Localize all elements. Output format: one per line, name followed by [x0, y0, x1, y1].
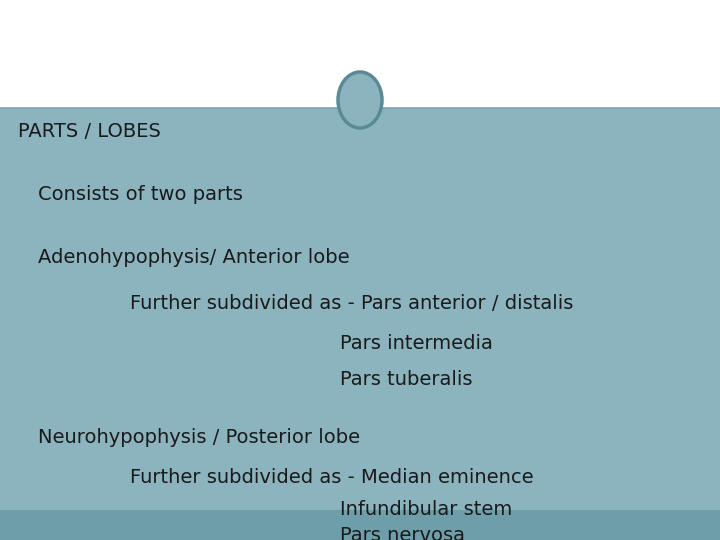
- Bar: [0, 510, 720, 540]
- Bar: [0, 108, 720, 510]
- Text: Infundibular stem: Infundibular stem: [340, 500, 512, 519]
- Text: Pars intermedia: Pars intermedia: [340, 334, 493, 353]
- Text: Adenohypophysis/ Anterior lobe: Adenohypophysis/ Anterior lobe: [38, 248, 350, 267]
- Text: Pars tuberalis: Pars tuberalis: [340, 370, 472, 389]
- Text: Further subdivided as - Pars anterior / distalis: Further subdivided as - Pars anterior / …: [130, 294, 573, 313]
- Text: Pars nervosa: Pars nervosa: [340, 526, 465, 540]
- Text: PARTS / LOBES: PARTS / LOBES: [18, 122, 161, 141]
- Ellipse shape: [338, 72, 382, 128]
- Text: Consists of two parts: Consists of two parts: [38, 185, 243, 204]
- Text: Neurohypophysis / Posterior lobe: Neurohypophysis / Posterior lobe: [38, 428, 360, 447]
- Text: Further subdivided as - Median eminence: Further subdivided as - Median eminence: [130, 468, 534, 487]
